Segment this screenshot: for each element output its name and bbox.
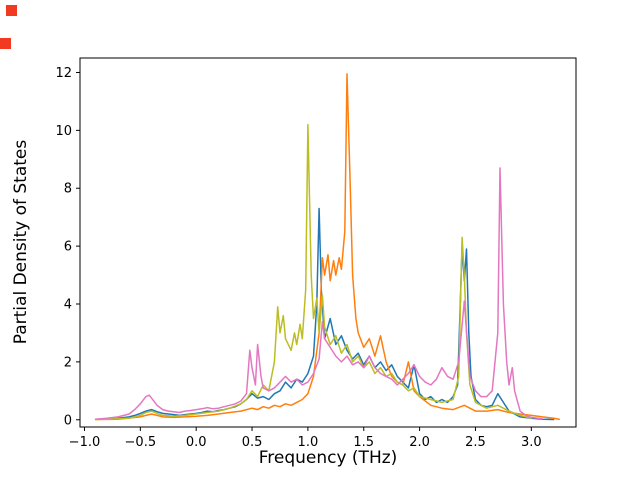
y-tick-label: 12 (55, 66, 72, 81)
y-tick-label: 6 (64, 240, 72, 255)
red-marker-2 (0, 38, 11, 49)
x-tick-label: 1.0 (298, 435, 319, 450)
x-tick-label: 2.5 (465, 435, 486, 450)
y-tick-label: 10 (55, 124, 72, 139)
x-tick-label: −0.5 (125, 435, 157, 450)
x-tick-label: −1.0 (69, 435, 101, 450)
x-tick-label: 0.5 (242, 435, 263, 450)
x-axis-label: Frequency (THz) (258, 448, 398, 468)
y-tick-label: 2 (64, 355, 72, 370)
y-tick-label: 8 (64, 182, 72, 197)
x-tick-label: 0.0 (186, 435, 207, 450)
y-tick-label: 0 (64, 413, 72, 428)
x-tick-label: 2.0 (409, 435, 430, 450)
series-line-pdos-blue (94, 207, 555, 421)
series-line-pdos-pink (94, 167, 544, 420)
y-axis-label: Partial Density of States (11, 139, 31, 345)
series-line-pdos-olive (94, 123, 533, 421)
axes-box (79, 57, 577, 428)
x-tick-label: 3.0 (521, 435, 542, 450)
series-line-pdos-orange (94, 73, 560, 421)
x-tick-label: 1.5 (353, 435, 374, 450)
red-marker-1 (6, 5, 17, 16)
y-tick-label: 4 (64, 298, 72, 313)
